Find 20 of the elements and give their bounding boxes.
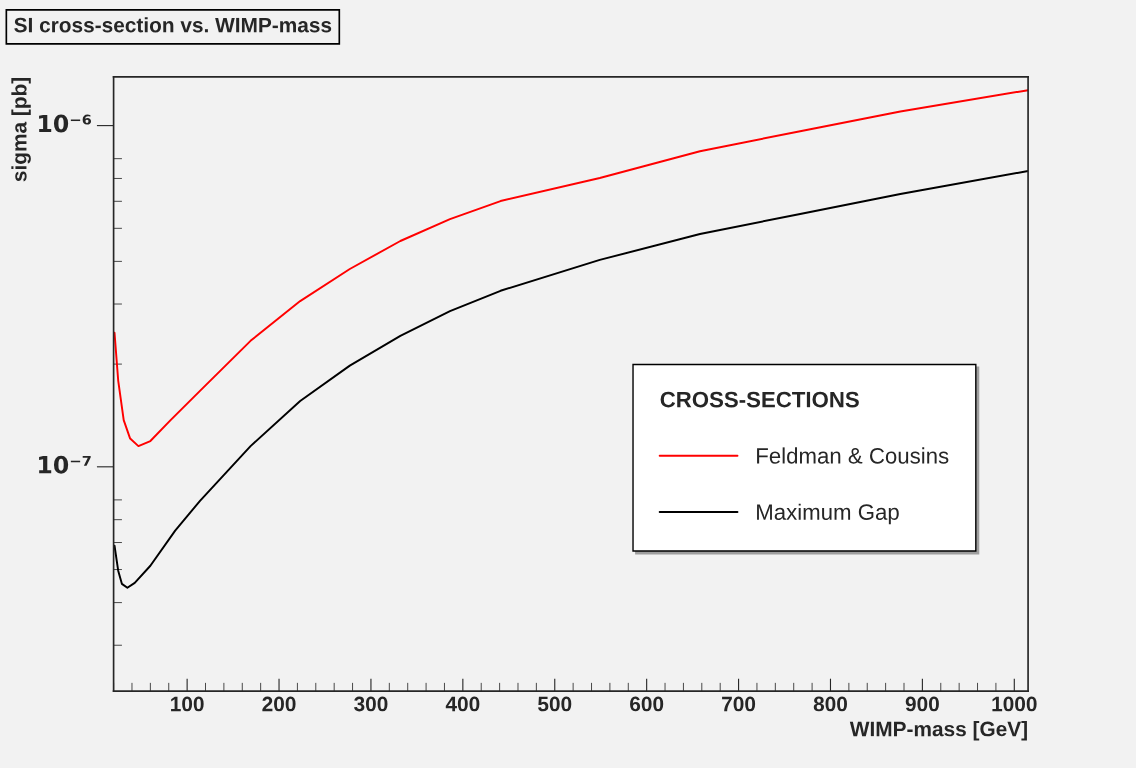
x-tick-label: 300 (354, 696, 388, 712)
x-tick-label: 700 (722, 696, 756, 712)
x-axis-title: WIMP-mass [GeV] (849, 721, 1027, 741)
legend-label: Maximum Gap (757, 503, 899, 525)
x-tick-label: 200 (262, 696, 296, 712)
y-tick-label: 10⁻⁶ (39, 114, 92, 133)
y-tick-label: 10⁻⁷ (39, 455, 91, 474)
x-tick-label: 800 (813, 696, 848, 712)
x-tick-label: 500 (538, 696, 572, 712)
legend-title: CROSS-SECTIONS (660, 391, 859, 408)
x-tick-label: 900 (905, 696, 939, 712)
line-series (113, 89, 1029, 448)
x-tick-label: 600 (630, 696, 664, 712)
x-tick-label: 400 (445, 696, 480, 712)
chart-title: SI cross-section vs. WIMP-mass (14, 17, 332, 33)
legend-label: Feldman & Cousins (757, 447, 949, 464)
x-tick-label: 1000 (992, 696, 1037, 712)
x-tick-label: 100 (171, 696, 204, 712)
y-axis-title: sigma [pb] (11, 77, 31, 182)
line-series (113, 170, 1029, 589)
